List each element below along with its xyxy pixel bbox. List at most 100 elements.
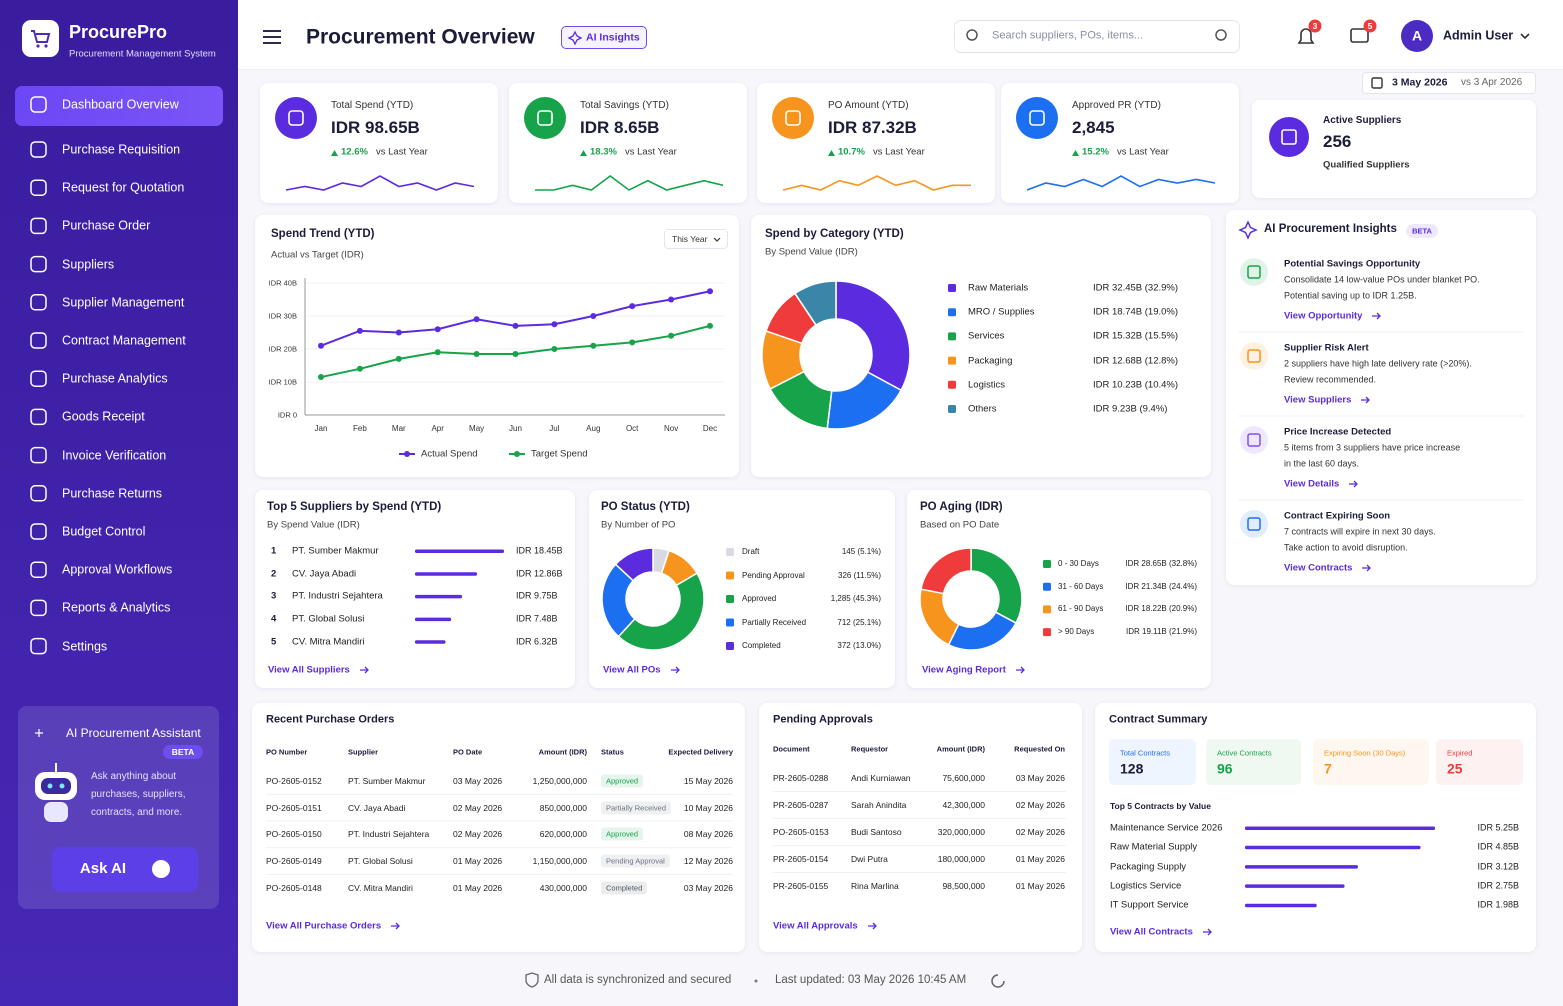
filter: This Year bbox=[672, 233, 708, 244]
robot-body bbox=[44, 802, 68, 822]
table-cell: PO-2605-0152 bbox=[266, 775, 322, 786]
sparkline bbox=[285, 175, 475, 191]
table-cell: 03 May 2026 bbox=[1015, 772, 1065, 783]
nav-label: Reports & Analytics bbox=[62, 600, 171, 615]
legend-label: MRO / Supplies bbox=[968, 306, 1035, 318]
kpi-value: IDR 8.65B bbox=[580, 117, 660, 137]
ask-ai-button[interactable] bbox=[52, 847, 198, 892]
card-title: Spend by Category (YTD) bbox=[765, 228, 904, 241]
link[interactable]: View All POs bbox=[603, 664, 661, 676]
table-cell: PR-2605-0155 bbox=[773, 880, 829, 891]
legend-value: 372 (13.0%) bbox=[837, 641, 881, 651]
kpi-note: vs Last Year bbox=[376, 146, 428, 158]
table-cell: PO-2605-0151 bbox=[266, 802, 322, 813]
dot bbox=[754, 979, 758, 983]
x-tick-label: Mar bbox=[391, 424, 406, 434]
point bbox=[551, 321, 558, 328]
point bbox=[356, 365, 363, 372]
table-cell: 02 May 2026 bbox=[453, 802, 503, 813]
bar-label: Logistics Service bbox=[1110, 880, 1182, 892]
assistant-title: AI Procurement Assistant bbox=[66, 725, 201, 740]
nav-label: Purchase Order bbox=[62, 218, 151, 233]
column-header: Status bbox=[601, 747, 624, 757]
card-subtitle: By Number of PO bbox=[601, 519, 676, 531]
donut-slice bbox=[793, 280, 837, 327]
rank: 1 bbox=[271, 545, 277, 557]
legend-value: 326 (11.5%) bbox=[838, 570, 881, 580]
table-cell: 15 May 2026 bbox=[683, 775, 733, 786]
legend-label: Logistics bbox=[968, 379, 1005, 391]
table-cell: 430,000,000 bbox=[539, 882, 587, 893]
notification-count: 3 bbox=[1312, 20, 1318, 31]
bar bbox=[415, 617, 452, 622]
arrow bbox=[1362, 564, 1371, 572]
point bbox=[395, 355, 402, 362]
table-cell: Dwi Putra bbox=[851, 853, 888, 864]
legend-label: Packaging bbox=[968, 354, 1013, 366]
point bbox=[668, 296, 675, 303]
legend-label: Completed bbox=[742, 641, 781, 651]
bar-value: IDR 1.98B bbox=[1477, 899, 1519, 910]
kpi-note: vs Last Year bbox=[1117, 146, 1169, 158]
table-cell: Budi Santoso bbox=[851, 826, 902, 837]
nav-label: Contract Management bbox=[62, 333, 186, 348]
link[interactable]: View Suppliers bbox=[1284, 394, 1352, 406]
nav-label: Budget Control bbox=[62, 524, 146, 539]
kpi-label: PO Amount (YTD) bbox=[828, 100, 909, 111]
nav-item[interactable] bbox=[15, 247, 223, 283]
insight-icon bbox=[1240, 510, 1268, 538]
brand-subtitle: Procurement Management System bbox=[69, 48, 216, 60]
calendar-icon bbox=[1371, 77, 1383, 89]
summary-label: Expired bbox=[1447, 748, 1473, 758]
card-subtitle: Top 5 Contracts by Value bbox=[1110, 800, 1211, 811]
link[interactable]: View Details bbox=[1284, 478, 1340, 490]
bar-label: Raw Material Supply bbox=[1110, 841, 1198, 853]
link[interactable]: View All Suppliers bbox=[268, 664, 350, 676]
legend-swatch bbox=[948, 356, 956, 365]
mail-icon bbox=[1350, 28, 1369, 43]
legend-label: Services bbox=[968, 330, 1005, 342]
legend-value: IDR 15.32B (15.5%) bbox=[1093, 330, 1179, 342]
link[interactable]: View Opportunity bbox=[1284, 310, 1363, 322]
x-tick-label: Feb bbox=[352, 424, 367, 434]
search-icon bbox=[1215, 29, 1227, 41]
nav-label: Dashboard Overview bbox=[62, 97, 179, 112]
avatar-initial: A bbox=[1411, 27, 1423, 44]
ai-badge-box[interactable] bbox=[561, 26, 647, 49]
card bbox=[1226, 210, 1536, 585]
point bbox=[707, 288, 713, 295]
nav-label: Request for Quotation bbox=[62, 180, 185, 195]
link[interactable]: View Contracts bbox=[1284, 562, 1353, 574]
link[interactable]: View All Approvals bbox=[773, 920, 858, 932]
kpi-label: Approved PR (YTD) bbox=[1072, 100, 1161, 111]
nav-label: Purchase Requisition bbox=[62, 142, 181, 157]
insight-icon bbox=[1240, 258, 1268, 286]
nav-item[interactable] bbox=[15, 629, 223, 665]
badge bbox=[1308, 19, 1322, 33]
nav-icon bbox=[30, 332, 47, 349]
kpi-value: IDR 98.65B bbox=[331, 117, 420, 137]
link[interactable]: View All Contracts bbox=[1110, 926, 1193, 938]
insight-text: Consolidate 14 low-value POs under blank… bbox=[1284, 274, 1480, 285]
avatar[interactable] bbox=[1401, 20, 1433, 52]
table-cell: 01 May 2026 bbox=[1015, 880, 1065, 891]
search-box[interactable] bbox=[954, 20, 1240, 53]
insights-badge bbox=[1406, 224, 1438, 238]
filter-select[interactable] bbox=[664, 229, 728, 249]
bar bbox=[1245, 865, 1358, 869]
kpi-label: Active Suppliers bbox=[1323, 115, 1402, 126]
bar-label: CV. Jaya Abadi bbox=[292, 567, 357, 579]
table-cell: PO-2605-0148 bbox=[266, 882, 322, 893]
legend-label: Pending Approval bbox=[742, 570, 805, 580]
link[interactable]: View Aging Report bbox=[922, 664, 1006, 676]
link[interactable]: View All Purchase Orders bbox=[266, 920, 382, 932]
legend-swatch bbox=[1043, 560, 1051, 568]
legend-swatch bbox=[726, 595, 734, 603]
kpi-change: 10.7% bbox=[838, 146, 865, 158]
column-header: Document bbox=[773, 744, 810, 754]
table-cell: 1,150,000,000 bbox=[532, 856, 587, 866]
sparkline bbox=[1026, 175, 1216, 191]
sparkle bbox=[35, 729, 43, 737]
bar bbox=[1245, 903, 1317, 908]
legend-label: 61 - 90 Days bbox=[1058, 604, 1104, 614]
